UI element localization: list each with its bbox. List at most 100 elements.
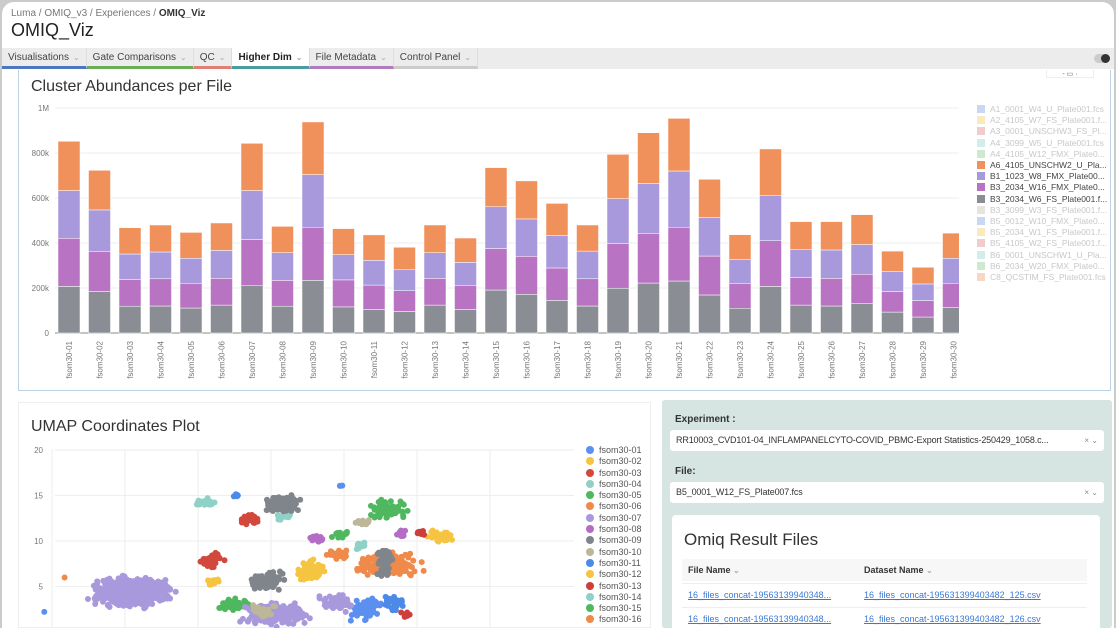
bar-segment[interactable]: [271, 305, 294, 334]
bar-segment[interactable]: [881, 291, 904, 313]
bar-segment[interactable]: [210, 250, 233, 279]
bar-segment[interactable]: [820, 305, 843, 334]
bar-segment[interactable]: [576, 250, 599, 280]
bar-segment[interactable]: [545, 300, 569, 334]
bar-segment[interactable]: [362, 234, 386, 261]
bar-segment[interactable]: [728, 234, 752, 260]
bar-segment[interactable]: [728, 259, 752, 284]
bar-segment[interactable]: [454, 262, 477, 287]
legend-item[interactable]: B1_1023_W8_FMX_Plate00...: [977, 171, 1107, 182]
bar-segment[interactable]: [301, 121, 325, 175]
legend-item[interactable]: B6_0001_UNSCHW1_U_Pla...: [977, 250, 1107, 261]
legend-item[interactable]: B3_2034_W16_FMX_Plate0...: [977, 182, 1107, 193]
bar-segment[interactable]: [149, 305, 172, 334]
bar-segment[interactable]: [576, 278, 599, 307]
bar-segment[interactable]: [881, 250, 904, 272]
bar-segment[interactable]: [454, 309, 477, 334]
bar-segment[interactable]: [484, 289, 508, 334]
bar-segment[interactable]: [606, 287, 630, 334]
bar-segment[interactable]: [210, 278, 233, 306]
legend-item[interactable]: fsom30-14: [586, 592, 642, 603]
bar-segment[interactable]: [637, 132, 660, 184]
file-name-link[interactable]: 16_files_concat-19563139940348...: [688, 590, 832, 600]
legend-item[interactable]: fsom30-16: [586, 614, 642, 625]
bar-segment[interactable]: [606, 198, 630, 244]
bar-segment[interactable]: [698, 294, 721, 334]
legend-item[interactable]: fsom30-11: [586, 558, 642, 569]
bar-segment[interactable]: [423, 252, 447, 279]
bar-segment[interactable]: [210, 222, 233, 251]
bar-segment[interactable]: [911, 267, 935, 285]
tab-file-metadata[interactable]: File Metadata ⌄: [309, 48, 394, 69]
bar-segment[interactable]: [179, 258, 203, 284]
bar-segment[interactable]: [149, 251, 172, 280]
bar-segment[interactable]: [789, 277, 813, 306]
tab-gate-comparisons[interactable]: Gate Comparisons ⌄: [86, 48, 194, 69]
column-file-name[interactable]: File Name ⌄: [688, 565, 740, 575]
legend-item[interactable]: B5_4105_W2_FS_Plate001.f...: [977, 238, 1107, 249]
file-select[interactable]: B5_0001_W12_FS_Plate007.fcs × ⌄: [670, 482, 1104, 503]
bar-segment[interactable]: [637, 233, 660, 284]
legend-item[interactable]: B5_0012_W10_FMX_Plate0...: [977, 216, 1107, 227]
bar-segment[interactable]: [301, 174, 325, 228]
bar-segment[interactable]: [942, 232, 960, 259]
bar-segment[interactable]: [57, 190, 81, 239]
bar-segment[interactable]: [301, 227, 325, 281]
legend-item[interactable]: B5_2034_W1_FS_Plate001.f...: [977, 227, 1107, 238]
bar-segment[interactable]: [789, 304, 813, 334]
tab-control-panel[interactable]: Control Panel ⌄: [393, 48, 479, 69]
breadcrumb-experiences[interactable]: Experiences: [95, 8, 151, 19]
dataset-name-link[interactable]: 16_files_concat-195631399403482_125.csv: [864, 590, 1041, 600]
legend-item[interactable]: fsom30-10: [586, 547, 642, 558]
close-icon[interactable]: ×: [1084, 436, 1090, 445]
bar-segment[interactable]: [423, 304, 447, 334]
legend-item[interactable]: A4_3099_W5_U_Plate001.fcs: [977, 138, 1107, 149]
legend-item[interactable]: A2_4105_W7_FS_Plate001.f...: [977, 115, 1107, 126]
bar-segment[interactable]: [698, 217, 721, 257]
bar-segment[interactable]: [57, 141, 81, 191]
bar-segment[interactable]: [698, 255, 721, 296]
bar-segment[interactable]: [850, 214, 874, 245]
bar-segment[interactable]: [484, 206, 508, 249]
legend-item[interactable]: C8_QCSTIM_FS_Plate001.fcs: [977, 272, 1107, 283]
bar-segment[interactable]: [759, 195, 782, 242]
bar-segment[interactable]: [881, 271, 904, 292]
legend-item[interactable]: A6_4105_UNSCHW2_U_Pla...: [977, 160, 1107, 171]
bar-segment[interactable]: [820, 249, 843, 279]
experiment-select[interactable]: RR10003_CVD101-04_INFLAMPANELCYTO-COVID_…: [670, 430, 1104, 451]
legend-item[interactable]: B3_2034_W6_FS_Plate001.f...: [977, 194, 1107, 205]
bar-segment[interactable]: [789, 221, 813, 250]
bar-segment[interactable]: [545, 235, 569, 269]
file-name-link[interactable]: 16_files_concat-19563139940348...: [688, 614, 832, 624]
bar-segment[interactable]: [911, 283, 935, 301]
bar-segment[interactable]: [545, 203, 569, 236]
bar-segment[interactable]: [576, 224, 599, 252]
chevron-down-icon[interactable]: ⌄: [1091, 488, 1098, 497]
bar-segment[interactable]: [332, 228, 355, 255]
bar-segment[interactable]: [728, 308, 752, 334]
bar-segment[interactable]: [393, 311, 416, 334]
legend-item[interactable]: fsom30-03: [586, 468, 642, 479]
bar-segment[interactable]: [484, 167, 508, 208]
bar-segment[interactable]: [759, 286, 782, 334]
bar-segment[interactable]: [881, 311, 904, 334]
bar-segment[interactable]: [57, 238, 81, 287]
bar-segment[interactable]: [515, 256, 538, 295]
legend-item[interactable]: fsom30-04: [586, 479, 642, 490]
bar-segment[interactable]: [454, 285, 477, 310]
bar-segment[interactable]: [515, 180, 538, 220]
bar-segment[interactable]: [362, 309, 386, 334]
bar-segment[interactable]: [118, 227, 142, 255]
bar-segment[interactable]: [515, 218, 538, 257]
bar-segment[interactable]: [850, 244, 874, 275]
bar-segment[interactable]: [393, 290, 416, 312]
bar-segment[interactable]: [88, 170, 111, 211]
bar-segment[interactable]: [667, 170, 691, 228]
chart-toolbar[interactable]: - ▭ ·: [1046, 70, 1094, 78]
legend-item[interactable]: fsom30-01: [586, 445, 642, 456]
bar-segment[interactable]: [332, 306, 355, 334]
toggle-switch[interactable]: [1094, 54, 1110, 63]
bar-segment[interactable]: [606, 243, 630, 289]
bar-segment[interactable]: [271, 226, 294, 253]
breadcrumb-luma[interactable]: Luma: [11, 8, 37, 19]
